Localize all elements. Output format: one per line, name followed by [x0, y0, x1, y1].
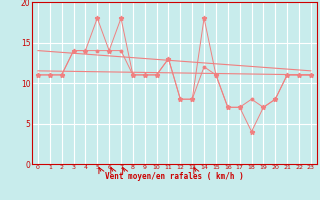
X-axis label: Vent moyen/en rafales ( km/h ): Vent moyen/en rafales ( km/h )	[105, 172, 244, 181]
